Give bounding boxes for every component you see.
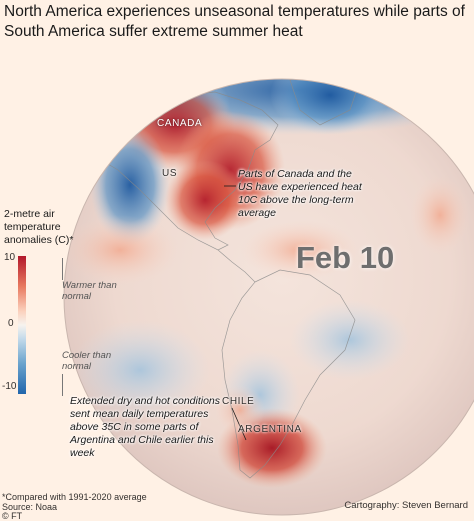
legend-cooler-note: Cooler than normal [62,350,112,372]
warmer-arrow-icon [62,258,63,280]
legend-tick-zero: 0 [8,318,14,329]
legend-title: 2-metre air temperature anomalies (C)* [4,208,74,246]
annotation-south: Extended dry and hot conditions sent mea… [70,395,221,459]
footnote: *Compared with 1991-2020 average [2,492,147,502]
coastlines [87,79,361,479]
south-leader-line [231,407,247,441]
legend-tick-max: 10 [4,252,16,263]
anomaly-layer [64,79,474,488]
label-us: US [162,168,178,179]
ft-copyright: © FT [2,511,23,521]
globe-edge [63,78,474,516]
cooler-arrow-icon [62,374,63,396]
label-canada: CANADA [157,118,203,129]
label-argentina: ARGENTINA [238,424,302,435]
source: Source: Noaa [2,502,58,512]
legend-color-bar [18,256,26,394]
legend-tick-min: -10 [2,381,17,392]
cartography-credit: Cartography: Steven Bernard [344,500,468,511]
label-chile: CHILE [222,396,255,407]
date-label: Feb 10 [296,240,395,275]
legend-warmer-note: Warmer than normal [62,280,117,302]
annotation-north: Parts of Canada and the US have experien… [238,168,362,219]
chart-title: North America experiences unseasonal tem… [4,3,465,40]
